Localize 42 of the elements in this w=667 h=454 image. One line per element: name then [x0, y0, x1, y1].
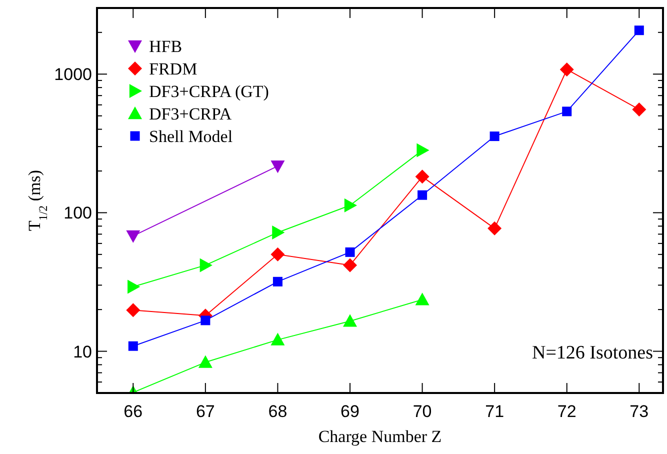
point [270, 247, 285, 262]
x-axis-title: Charge Number Z [318, 427, 442, 446]
x-tick-label: 71 [485, 402, 504, 421]
point [632, 102, 646, 116]
point [344, 198, 357, 212]
point [272, 225, 285, 240]
point [634, 26, 644, 36]
legend-label: DF3+CRPA (GT) [149, 82, 269, 101]
y-tick-label: 100 [64, 204, 92, 223]
x-tick-label: 69 [340, 402, 360, 421]
point [416, 143, 430, 158]
point [126, 303, 140, 318]
x-tick-label: 66 [124, 402, 143, 421]
point [490, 132, 500, 142]
legend-label: DF3+CRPA [149, 104, 232, 124]
point [560, 62, 574, 76]
x-tick-label: 70 [412, 402, 432, 421]
legend-label: Shell Model [149, 127, 233, 146]
x-tick-label: 67 [196, 402, 215, 421]
x-tick-label: 68 [268, 402, 288, 421]
y-tick-label: 10 [73, 342, 92, 362]
point [343, 314, 357, 327]
point [200, 258, 212, 272]
point [198, 355, 212, 368]
annotation: N=126 Isotones [532, 342, 653, 364]
point [128, 280, 140, 294]
point [272, 276, 282, 286]
point [418, 190, 428, 200]
point [270, 332, 285, 346]
legend-label: FRDM [149, 60, 198, 78]
point [415, 170, 430, 184]
legend-label: HFB [149, 37, 182, 56]
point [200, 316, 210, 326]
point [562, 106, 572, 116]
point [488, 221, 502, 236]
point [415, 292, 430, 306]
x-tick-label: 72 [557, 402, 576, 421]
point [343, 258, 357, 272]
point [128, 341, 138, 351]
y-tick-label: 1000 [54, 65, 92, 84]
x-tick-label: 73 [630, 402, 649, 421]
point [345, 247, 355, 257]
